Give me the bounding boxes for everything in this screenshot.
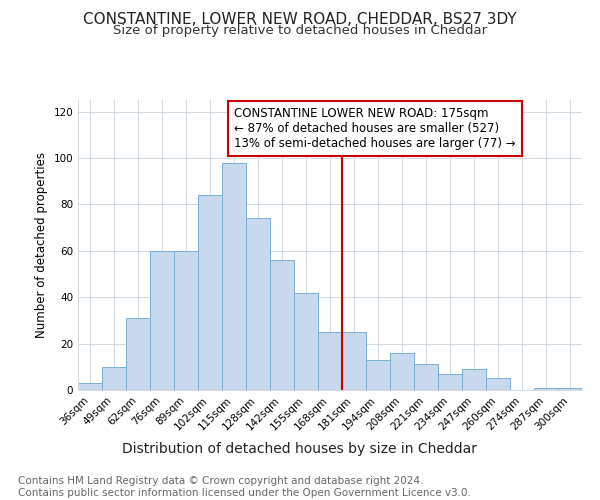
- Bar: [462, 369, 486, 390]
- Bar: [342, 332, 366, 390]
- Bar: [174, 251, 198, 390]
- Text: CONSTANTINE LOWER NEW ROAD: 175sqm
← 87% of detached houses are smaller (527)
13: CONSTANTINE LOWER NEW ROAD: 175sqm ← 87%…: [234, 107, 515, 150]
- Bar: [318, 332, 342, 390]
- Bar: [414, 364, 438, 390]
- Bar: [438, 374, 462, 390]
- Bar: [270, 260, 294, 390]
- Bar: [246, 218, 270, 390]
- Bar: [558, 388, 582, 390]
- Bar: [222, 162, 246, 390]
- Bar: [366, 360, 390, 390]
- Bar: [126, 318, 150, 390]
- Y-axis label: Number of detached properties: Number of detached properties: [35, 152, 48, 338]
- Bar: [198, 195, 222, 390]
- Bar: [150, 251, 174, 390]
- Text: CONSTANTINE, LOWER NEW ROAD, CHEDDAR, BS27 3DY: CONSTANTINE, LOWER NEW ROAD, CHEDDAR, BS…: [83, 12, 517, 28]
- Bar: [294, 292, 318, 390]
- Bar: [78, 383, 102, 390]
- Text: Size of property relative to detached houses in Cheddar: Size of property relative to detached ho…: [113, 24, 487, 37]
- Bar: [102, 367, 126, 390]
- Bar: [534, 388, 558, 390]
- Bar: [486, 378, 510, 390]
- Text: Distribution of detached houses by size in Cheddar: Distribution of detached houses by size …: [122, 442, 478, 456]
- Text: Contains HM Land Registry data © Crown copyright and database right 2024.
Contai: Contains HM Land Registry data © Crown c…: [18, 476, 471, 498]
- Bar: [390, 353, 414, 390]
